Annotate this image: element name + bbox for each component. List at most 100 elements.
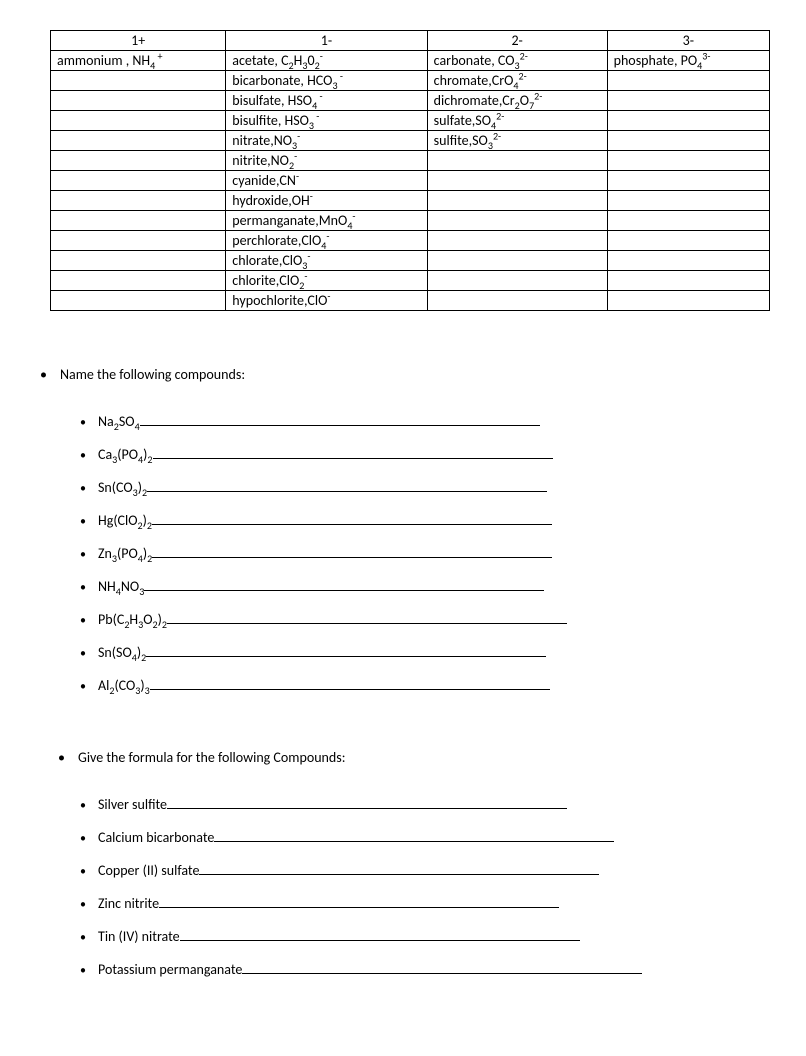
compound-formula: Hg(ClO2)2 xyxy=(98,512,152,529)
compound-formula: Na2SO4 xyxy=(98,413,140,430)
list-item: •Al2(CO3)3 xyxy=(80,675,786,694)
list-item: •NH4NO3 xyxy=(80,576,786,595)
table-cell: chromate,CrO42- xyxy=(427,71,607,91)
answer-blank[interactable] xyxy=(140,411,540,426)
table-cell xyxy=(607,71,769,91)
list-item: •Sn(CO3)2 xyxy=(80,477,786,496)
table-cell: bicarbonate, HCO3 - xyxy=(226,71,427,91)
answer-blank[interactable] xyxy=(167,609,567,624)
bullet-icon: • xyxy=(80,865,98,879)
table-cell xyxy=(51,111,226,131)
answer-blank[interactable] xyxy=(152,543,552,558)
table-cell xyxy=(51,211,226,231)
answer-blank[interactable] xyxy=(167,794,567,809)
table-cell xyxy=(427,231,607,251)
answer-blank[interactable] xyxy=(147,477,547,492)
bullet-icon: • xyxy=(80,515,98,529)
table-cell xyxy=(427,171,607,191)
list-item: •Calcium bicarbonate xyxy=(80,827,786,846)
compound-name: Potassium permanganate xyxy=(98,961,242,978)
answer-blank[interactable] xyxy=(153,444,553,459)
table-cell xyxy=(51,131,226,151)
table-cell: nitrite,NO2- xyxy=(226,151,427,171)
answer-blank[interactable] xyxy=(146,642,546,657)
table-cell: cyanide,CN- xyxy=(226,171,427,191)
table-cell: bisulfite, HSO3 - xyxy=(226,111,427,131)
bullet-icon: • xyxy=(58,749,78,766)
table-cell xyxy=(51,291,226,311)
list-item: •Pb(C2H3O2)2 xyxy=(80,609,786,628)
list-item: •Ca3(PO4)2 xyxy=(80,444,786,463)
bullet-icon: • xyxy=(80,964,98,978)
table-cell: carbonate, CO32- xyxy=(427,51,607,71)
compound-formula: NH4NO3 xyxy=(98,578,144,595)
answer-blank[interactable] xyxy=(199,860,599,875)
table-cell: nitrate,NO3- xyxy=(226,131,427,151)
bullet-icon: • xyxy=(80,898,98,912)
table-cell xyxy=(427,211,607,231)
table-cell: dichromate,Cr2O72- xyxy=(427,91,607,111)
list-item: •Tin (IV) nitrate xyxy=(80,926,786,945)
table-cell xyxy=(427,191,607,211)
answer-blank[interactable] xyxy=(144,576,544,591)
list-item: •Copper (II) sulfate xyxy=(80,860,786,879)
bullet-icon: • xyxy=(80,449,98,463)
table-cell xyxy=(607,251,769,271)
bullet-icon: • xyxy=(80,581,98,595)
bullet-icon: • xyxy=(80,680,98,694)
table-cell xyxy=(51,251,226,271)
answer-blank[interactable] xyxy=(150,675,550,690)
table-cell: sulfite,SO32- xyxy=(427,131,607,151)
table-cell xyxy=(51,231,226,251)
section-give-formula: • Give the formula for the following Com… xyxy=(40,749,786,978)
compound-formula: Zn3(PO4)2 xyxy=(98,545,152,562)
list-item: •Hg(ClO2)2 xyxy=(80,510,786,529)
list-item: •Sn(SO4)2 xyxy=(80,642,786,661)
table-cell xyxy=(51,151,226,171)
table-cell: ammonium , NH4 + xyxy=(51,51,226,71)
table-cell xyxy=(51,171,226,191)
table-cell xyxy=(607,271,769,291)
answer-blank[interactable] xyxy=(214,827,614,842)
bullet-icon: • xyxy=(80,647,98,661)
table-cell xyxy=(427,271,607,291)
answer-blank[interactable] xyxy=(180,926,580,941)
answer-blank[interactable] xyxy=(152,510,552,525)
table-cell: acetate, C2H302- xyxy=(226,51,427,71)
table-cell: chlorite,ClO2- xyxy=(226,271,427,291)
compound-formula: Ca3(PO4)2 xyxy=(98,446,153,463)
table-cell xyxy=(607,291,769,311)
table-cell xyxy=(427,151,607,171)
table-cell: bisulfate, HSO4 - xyxy=(226,91,427,111)
answer-blank[interactable] xyxy=(159,893,559,908)
table-cell xyxy=(607,171,769,191)
compound-name: Calcium bicarbonate xyxy=(98,829,214,846)
table-cell xyxy=(607,91,769,111)
table-cell: sulfate,SO42- xyxy=(427,111,607,131)
table-header: 2- xyxy=(427,31,607,51)
table-cell: hydroxide,OH- xyxy=(226,191,427,211)
table-cell: hypochlorite,ClO- xyxy=(226,291,427,311)
table-cell xyxy=(427,291,607,311)
table-cell xyxy=(51,271,226,291)
bullet-icon: • xyxy=(80,614,98,628)
table-cell xyxy=(607,151,769,171)
table-cell xyxy=(607,131,769,151)
answer-blank[interactable] xyxy=(242,959,642,974)
bullet-icon: • xyxy=(80,482,98,496)
compound-name: Zinc nitrite xyxy=(98,895,159,912)
table-cell: permanganate,MnO4- xyxy=(226,211,427,231)
table-cell: phosphate, PO43- xyxy=(607,51,769,71)
table-cell: perchlorate,ClO4- xyxy=(226,231,427,251)
compound-formula: Sn(CO3)2 xyxy=(98,479,147,496)
table-cell xyxy=(607,111,769,131)
compound-formula: Sn(SO4)2 xyxy=(98,644,146,661)
table-cell xyxy=(51,91,226,111)
bullet-icon: • xyxy=(80,931,98,945)
table-cell xyxy=(51,71,226,91)
list-item: •Silver sulfite xyxy=(80,794,786,813)
compound-formula: Pb(C2H3O2)2 xyxy=(98,611,167,628)
table-cell xyxy=(427,251,607,271)
list-item: •Na2SO4 xyxy=(80,411,786,430)
section-name-compounds: • Name the following compounds: •Na2SO4•… xyxy=(40,366,786,694)
